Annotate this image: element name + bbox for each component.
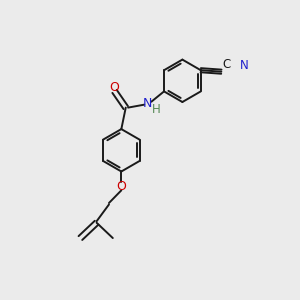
Text: O: O: [116, 180, 126, 193]
Text: O: O: [109, 81, 119, 94]
Text: N: N: [240, 59, 248, 72]
Text: H: H: [152, 103, 161, 116]
Text: C: C: [223, 58, 231, 71]
Text: N: N: [143, 97, 152, 110]
